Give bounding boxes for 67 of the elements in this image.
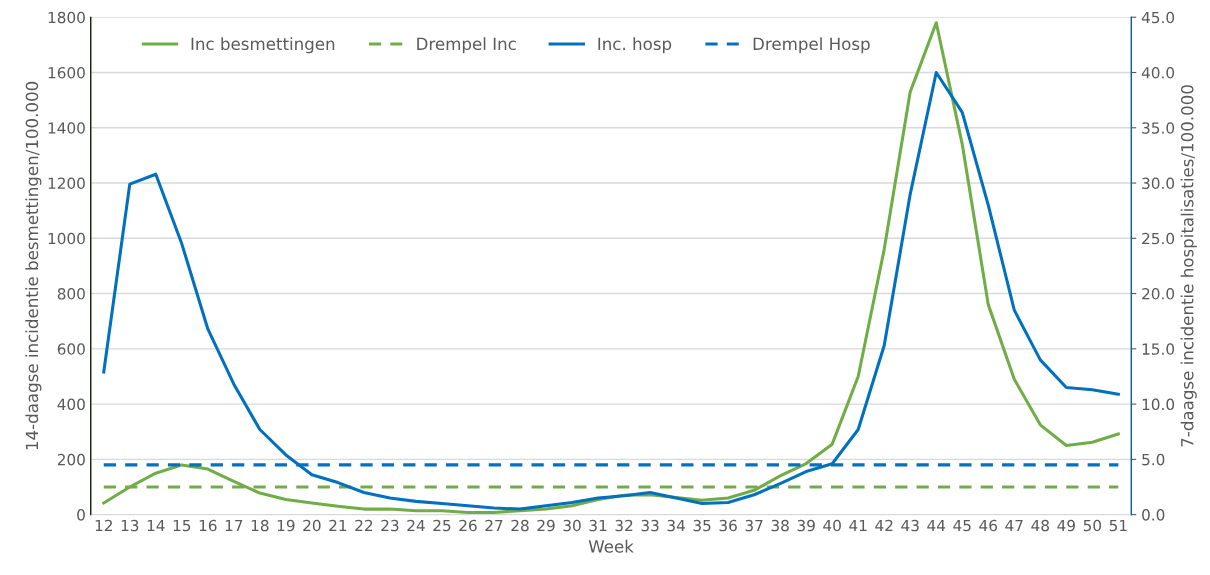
legend-label: Inc. hosp bbox=[598, 37, 672, 54]
y2-tick-label: 40.0 bbox=[1141, 66, 1175, 79]
x-tick-label: 21 bbox=[329, 519, 347, 532]
x-tick-label: 28 bbox=[511, 519, 529, 532]
x-tick-label: 41 bbox=[849, 519, 867, 532]
y2-tick-label: 15.0 bbox=[1142, 343, 1175, 355]
y-axis-title: 14-daagse incidentie besmettingen/100.000 bbox=[25, 81, 42, 450]
x-tick-label: 26 bbox=[459, 519, 477, 532]
x-tick-label: 44 bbox=[927, 519, 946, 532]
x-tick-label: 15 bbox=[173, 519, 191, 532]
x-tick-label: 38 bbox=[771, 519, 789, 532]
y2-tick-label: 0.0 bbox=[1142, 509, 1165, 521]
x-tick-label: 51 bbox=[1109, 519, 1127, 532]
x-tick-label: 30 bbox=[563, 519, 581, 532]
x-tick-label: 47 bbox=[1005, 519, 1023, 532]
y2-tick-label: 5.0 bbox=[1142, 453, 1165, 466]
x-tick-label: 39 bbox=[797, 519, 815, 532]
y2-tick-label: 10.0 bbox=[1142, 398, 1175, 411]
x-tick-label: 24 bbox=[407, 519, 425, 532]
x-tick-label: 43 bbox=[901, 519, 919, 532]
y-tick-label: 1800 bbox=[48, 11, 85, 24]
y-tick-label: 0 bbox=[77, 509, 85, 521]
y2-tick-label: 45.0 bbox=[1141, 11, 1175, 24]
y-tick-label: 1600 bbox=[48, 66, 85, 79]
y-tick-label: 400 bbox=[57, 398, 85, 411]
y2-tick-label: 25.0 bbox=[1142, 232, 1175, 245]
x-tick-label: 33 bbox=[641, 519, 659, 532]
x-tick-label: 40 bbox=[823, 519, 841, 532]
x-tick-label: 12 bbox=[95, 519, 112, 532]
x-tick-label: 16 bbox=[199, 519, 217, 532]
x-tick-label: 31 bbox=[589, 519, 607, 532]
x-tick-label: 50 bbox=[1083, 519, 1102, 532]
y2-axis-title: 7-daagse incidentie hospitalisaties/100.000 bbox=[1180, 85, 1197, 447]
x-axis-title: Week bbox=[588, 539, 634, 553]
y-tick-label: 200 bbox=[57, 453, 85, 466]
y-tick-label: 1000 bbox=[48, 232, 85, 245]
y-tick-label: 1400 bbox=[48, 122, 85, 134]
x-tick-label: 25 bbox=[433, 519, 451, 532]
legend-label: Drempel Hosp bbox=[753, 37, 870, 54]
x-tick-label: 27 bbox=[485, 519, 503, 532]
x-tick-label: 23 bbox=[381, 519, 399, 532]
y2-tick-label: 20.0 bbox=[1142, 288, 1175, 300]
x-tick-label: 14 bbox=[147, 519, 165, 532]
x-tick-label: 45 bbox=[953, 519, 971, 532]
x-tick-label: 35 bbox=[693, 519, 711, 532]
legend-label: Drempel Inc bbox=[417, 37, 516, 54]
x-tick-label: 32 bbox=[615, 519, 633, 532]
x-tick-label: 49 bbox=[1057, 519, 1075, 532]
y-tick-label: 800 bbox=[57, 288, 85, 300]
y2-tick-label: 35.0 bbox=[1142, 122, 1175, 134]
x-tick-label: 29 bbox=[537, 519, 555, 532]
y-tick-label: 1200 bbox=[48, 177, 85, 190]
x-tick-label: 13 bbox=[121, 519, 139, 532]
y-tick-label: 600 bbox=[57, 343, 85, 355]
x-tick-label: 20 bbox=[303, 519, 321, 532]
x-tick-label: 46 bbox=[979, 519, 998, 532]
x-tick-label: 17 bbox=[225, 519, 243, 532]
x-tick-label: 19 bbox=[277, 519, 295, 532]
x-tick-label: 34 bbox=[667, 519, 685, 532]
x-tick-label: 18 bbox=[251, 519, 269, 532]
x-tick-label: 48 bbox=[1031, 519, 1049, 532]
x-tick-label: 42 bbox=[875, 519, 893, 532]
x-tick-label: 22 bbox=[355, 519, 373, 532]
legend-label: Inc besmettingen bbox=[191, 37, 335, 54]
x-tick-label: 36 bbox=[719, 519, 737, 532]
y2-tick-label: 30.0 bbox=[1142, 177, 1175, 190]
x-tick-label: 37 bbox=[745, 519, 763, 532]
